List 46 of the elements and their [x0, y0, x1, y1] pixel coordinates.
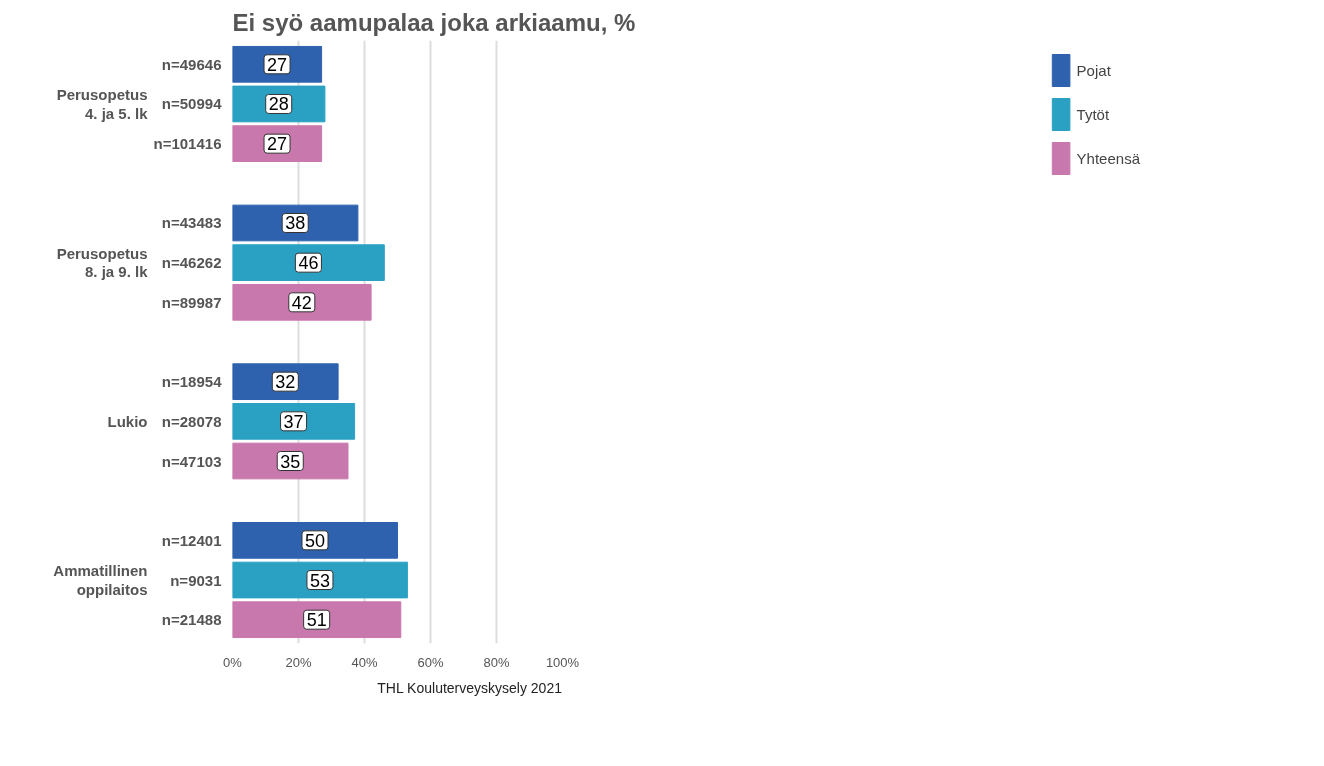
x-tick-label: 40%	[351, 654, 378, 670]
x-tick-label: 20%	[285, 654, 312, 670]
bar	[232, 402, 356, 440]
legend-label: Tytöt	[1076, 105, 1110, 123]
text: Perusopetus 4. ja 5. lk	[56, 86, 149, 122]
data-label: 37	[283, 411, 304, 432]
bar	[232, 244, 385, 282]
text: THL Kouluterveyskysely 2021	[377, 679, 563, 696]
chart-title: Ei syö aamupalaa joka arkiaamu, %	[232, 8, 636, 36]
legend-label: Yhteensä	[1076, 149, 1140, 167]
data-label: 32	[275, 372, 296, 393]
bar	[232, 561, 408, 599]
data-label: 42	[291, 292, 312, 313]
data-label: 35	[280, 451, 301, 472]
x-tick-label: 100%	[545, 654, 580, 670]
bar	[232, 283, 372, 321]
y-tick-label: n=101416	[153, 135, 222, 153]
x-tick-label: 80%	[483, 654, 510, 670]
data-label: 27	[267, 134, 288, 155]
data-label: 51	[306, 610, 327, 631]
text: Perusopetus 8. ja 9. lk	[56, 244, 149, 281]
data-label: 38	[285, 213, 306, 234]
bar	[232, 601, 402, 639]
data-label: 46	[298, 253, 319, 274]
data-label: 28	[268, 94, 289, 115]
y-tick-label: n=9031	[170, 571, 222, 589]
bar	[232, 522, 398, 559]
bar	[232, 204, 359, 242]
y-tick-label: n=47103	[161, 452, 222, 470]
text: Ammatillinen oppilaitos	[53, 562, 148, 598]
y-tick-label: n=21488	[161, 611, 222, 629]
data-label: 27	[267, 54, 288, 75]
y-tick-label: n=46262	[161, 254, 222, 272]
x-tick-label: 60%	[417, 654, 444, 670]
y-tick-label: n=50994	[161, 95, 223, 113]
x-tick-label: 0%	[223, 654, 243, 670]
text: Lukio	[107, 412, 148, 430]
y-tick-label: n=43483	[161, 214, 222, 232]
legend-label: Pojat	[1076, 61, 1111, 79]
data-label: 50	[304, 530, 326, 551]
y-tick-label: n=18954	[161, 373, 223, 391]
y-tick-label: n=89987	[161, 293, 222, 311]
y-tick-label: n=12401	[161, 531, 222, 549]
y-tick-label: n=28078	[161, 412, 222, 430]
y-tick-label: n=49646	[161, 55, 222, 73]
data-label: 53	[309, 570, 330, 591]
